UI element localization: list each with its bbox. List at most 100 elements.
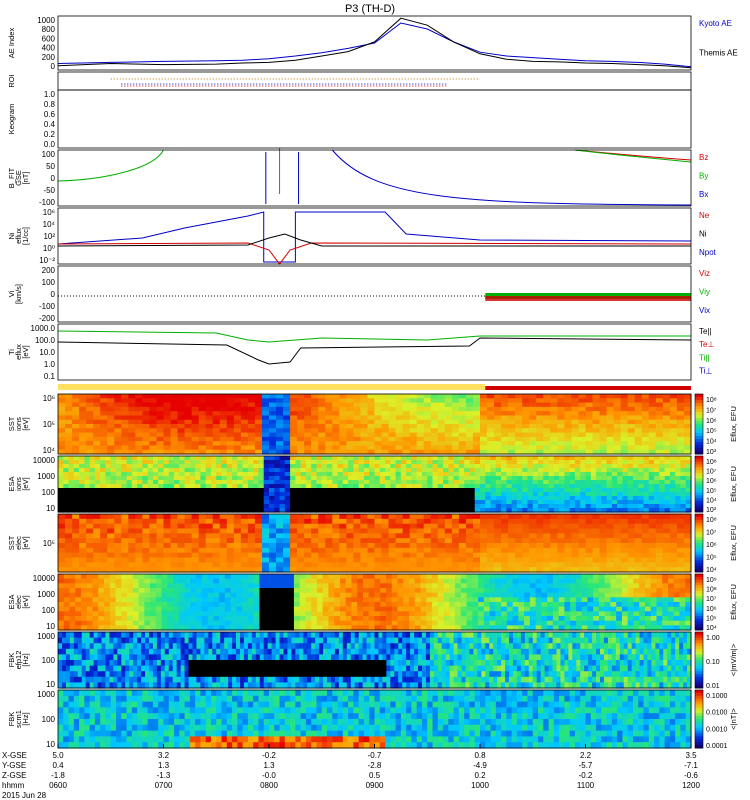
colorbar-cell — [695, 545, 703, 550]
colorbar-cell — [695, 503, 703, 507]
legend-vi: Viy — [699, 287, 710, 296]
mode-bar-slow — [58, 384, 486, 390]
colorbar-cell — [695, 464, 703, 468]
colorbar-cell — [695, 627, 703, 631]
colorbar-cell — [695, 548, 703, 553]
xaxis-rowlabel: Z-GSE — [2, 771, 26, 780]
colorbar-label: <|mV/m|> — [729, 643, 738, 676]
colorbar-cell — [695, 695, 703, 700]
ytick-ni: 10² — [43, 232, 55, 241]
colorbar-cell — [695, 671, 703, 675]
ylabel-ti: eflux — [14, 344, 23, 360]
panel-frame-keo — [57, 89, 692, 149]
colorbar-cell — [695, 576, 703, 581]
colorbar-cell — [695, 602, 703, 606]
panel-frame-ti — [57, 323, 692, 381]
legend-bfit: Bx — [699, 190, 708, 199]
ytick-sst_i: 10⁵ — [43, 420, 55, 429]
legend-ni: Ni — [699, 229, 707, 238]
ytick-esa_i: 10 — [46, 504, 55, 513]
colorbar-cell — [695, 489, 703, 493]
colorbar-tick: 10⁷ — [706, 407, 717, 414]
ylabel-sst_e: SST — [7, 535, 16, 550]
legend-ti: Te|| — [699, 327, 712, 336]
colorbar-cell — [695, 560, 703, 564]
xaxis-value-y: -2.8 — [368, 761, 382, 770]
colorbar-frame — [694, 689, 704, 749]
colorbar-cell — [695, 637, 703, 641]
ylabel-fbk_b: [Hz] — [21, 712, 30, 725]
mode-bar-fast — [485, 386, 691, 390]
ytick-ti: 0.1 — [44, 372, 56, 381]
xaxis-value-z: -1.8 — [51, 771, 65, 780]
colorbar-cell — [695, 433, 703, 437]
colorbar-label: Eflux, EFU — [729, 406, 738, 442]
legend-vi: Vix — [699, 306, 710, 315]
xaxis-rowlabel: Y-GSE — [2, 761, 26, 770]
ytick-esa_e: 10 — [46, 622, 55, 631]
legend-ni: Ne — [699, 211, 710, 220]
colorbar-cell — [695, 604, 703, 609]
colorbar-tick: 10⁹ — [706, 577, 717, 584]
ylabel-ni: [1/cc] — [21, 227, 30, 245]
colorbar-cell — [695, 599, 703, 603]
colorbar-cell — [695, 540, 703, 544]
colorbar-label: Eflux, EFU — [729, 525, 738, 561]
colorbar-cell — [695, 528, 703, 532]
ylabel-esa_i: [eV] — [21, 477, 30, 490]
colorbar-cell — [695, 470, 703, 474]
ytick-bfit: 50 — [46, 162, 55, 171]
colorbar-cell — [695, 563, 703, 567]
colorbar-cell — [695, 415, 703, 419]
colorbar-cell — [695, 486, 703, 491]
panel-frame-sst_e — [57, 513, 692, 573]
colorbar-cell — [695, 643, 703, 647]
colorbar-cell — [695, 406, 703, 410]
lineplot-layer — [57, 17, 692, 390]
spectrogram-layer — [58, 394, 692, 749]
ytick-ae: 800 — [42, 25, 56, 34]
xaxis-value-z: -0.0 — [262, 771, 276, 780]
xaxis-value-t: 1200 — [682, 781, 700, 790]
legend-vi: Viz — [699, 269, 710, 278]
colorbar-cell — [695, 500, 703, 505]
ytick-keo: 0.8 — [44, 100, 56, 109]
xaxis-value-y: 0.4 — [52, 761, 64, 770]
colorbar-cell — [695, 481, 703, 485]
ylabel-esa_e: [eV] — [21, 595, 30, 608]
legend-ae: Kyoto AE — [699, 19, 732, 28]
ytick-ae: 200 — [42, 53, 56, 62]
colorbar-tick: 10⁵ — [706, 615, 717, 622]
ytick-esa_e: 1000 — [37, 590, 55, 599]
ytick-ni: 10⁻² — [39, 256, 55, 265]
colorbar-tick: 0.0100 — [706, 710, 728, 717]
ytick-ae: 600 — [42, 34, 56, 43]
ylabel-bfit: [nT] — [21, 172, 30, 185]
ylabel-fbk_e: [Hz] — [21, 653, 30, 666]
ytick-ni: 10⁶ — [43, 208, 55, 217]
ytick-ni: 10⁰ — [43, 244, 55, 253]
colorbar-cell — [695, 713, 703, 717]
colorbar-cell — [695, 569, 703, 573]
ytick-sst_i: 10⁴ — [43, 446, 56, 455]
colorbar-cell — [695, 579, 703, 583]
ytick-bfit: -100 — [39, 198, 56, 207]
ylabel-sst_e: elec — [14, 536, 23, 550]
colorbar-cell — [695, 646, 703, 650]
colorbar-cell — [695, 588, 703, 592]
panel-frame-sst_i — [57, 393, 692, 455]
bfit-by-early — [57, 149, 164, 182]
ytick-vi: 200 — [42, 266, 56, 275]
ylabel-sst_e: [eV] — [21, 536, 30, 549]
colorbar-cell — [695, 495, 703, 499]
xaxis-rowlabel: X-GSE — [2, 751, 27, 760]
xaxis-value-t: 0800 — [260, 781, 278, 790]
colorbar-cell — [695, 458, 703, 463]
colorbar-cell — [695, 409, 703, 413]
ylabel-fbk_b: scm1 — [14, 710, 23, 728]
colorbar-cell — [695, 621, 703, 625]
colorbar-cell — [695, 668, 703, 672]
colorbar-frame — [694, 513, 704, 573]
